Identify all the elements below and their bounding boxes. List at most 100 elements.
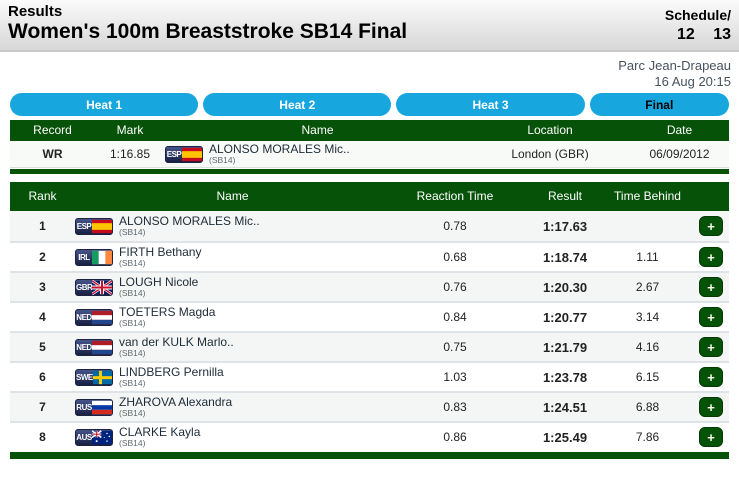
athlete-class: (SB14) bbox=[119, 258, 146, 268]
schedule-page-12[interactable]: 12 bbox=[676, 26, 695, 43]
col-header-result: Result bbox=[547, 189, 582, 203]
athlete-name: ZHAROVA Alexandra bbox=[119, 395, 233, 409]
record-table-footer-bar bbox=[10, 169, 729, 174]
time-behind-value: 7.86 bbox=[635, 430, 660, 444]
flag-icon bbox=[92, 279, 112, 295]
athlete-class: (SB14) bbox=[119, 318, 146, 328]
schedule-page-13[interactable]: 13 bbox=[713, 26, 731, 43]
expand-row-button[interactable]: + bbox=[699, 427, 723, 447]
expand-row-button[interactable]: + bbox=[699, 307, 723, 327]
results-rows: 1 ESP ALONSO MORALES Mic.. (SB14) 0.78 1… bbox=[10, 211, 729, 451]
reaction-time-value: 0.84 bbox=[443, 310, 467, 324]
result-row: 3 GBR LOUGH Nicole (SB14) 0.76 1:20.30 2… bbox=[10, 271, 729, 301]
result-value: 1:23.78 bbox=[542, 369, 588, 385]
flag-icon bbox=[92, 250, 112, 265]
record-holder-name: ALONSO MORALES Mic.. bbox=[209, 142, 350, 156]
result-row: 1 ESP ALONSO MORALES Mic.. (SB14) 0.78 1… bbox=[10, 211, 729, 241]
flag-icon bbox=[92, 310, 112, 325]
tab-heat-1[interactable]: Heat 1 bbox=[10, 93, 199, 116]
noc-badge: IRL bbox=[75, 248, 113, 266]
result-value: 1:18.74 bbox=[542, 249, 588, 265]
flag-icon bbox=[92, 340, 112, 355]
reaction-time-value: 0.78 bbox=[443, 219, 467, 233]
rank-value: 8 bbox=[39, 430, 46, 444]
result-value: 1:20.30 bbox=[542, 279, 588, 295]
col-header-name: Name bbox=[216, 189, 249, 203]
noc-badge: ESP bbox=[75, 217, 113, 235]
flag-icon bbox=[92, 370, 112, 385]
time-behind-value: 6.15 bbox=[635, 370, 660, 384]
result-row: 5 NED van der KULK Marlo.. (SB14) 0.75 1… bbox=[10, 331, 729, 361]
athlete-name: LOUGH Nicole bbox=[119, 275, 199, 289]
reaction-time-value: 0.75 bbox=[443, 340, 467, 354]
record-table: Record Mark Name Location Date WR 1:16.8… bbox=[10, 120, 729, 174]
time-behind-value: 6.88 bbox=[635, 400, 660, 414]
record-mark: 1:16.85 bbox=[109, 147, 151, 161]
schedule-label: Schedule/ bbox=[664, 7, 731, 23]
reaction-time-value: 1.03 bbox=[443, 370, 467, 384]
venue-name: Parc Jean-Drapeau bbox=[618, 58, 731, 73]
reaction-time-value: 0.86 bbox=[443, 430, 467, 444]
rank-value: 4 bbox=[39, 310, 46, 324]
expand-row-button[interactable]: + bbox=[699, 397, 723, 417]
result-value: 1:20.77 bbox=[542, 309, 588, 325]
col-header-name: Name bbox=[301, 123, 334, 137]
result-row: 8 AUS CLARKE Kayla (SB14) 0.86 1:25.49 7… bbox=[10, 421, 729, 451]
results-label: Results bbox=[8, 3, 63, 20]
noc-code: NED bbox=[76, 342, 92, 352]
results-table-header: Rank Name Reaction Time Result Time Behi… bbox=[10, 182, 729, 211]
noc-code: RUS bbox=[76, 402, 92, 412]
tab-heat-3[interactable]: Heat 3 bbox=[396, 93, 585, 116]
result-value: 1:17.63 bbox=[542, 218, 588, 234]
noc-code: ESP bbox=[76, 221, 92, 231]
heat-tabs: Heat 1 Heat 2 Heat 3 Final bbox=[10, 93, 730, 116]
record-location: London (GBR) bbox=[511, 147, 589, 161]
record-flag-icon bbox=[182, 147, 202, 162]
athlete-name: ALONSO MORALES Mic.. bbox=[119, 214, 260, 228]
expand-row-button[interactable]: + bbox=[699, 337, 723, 357]
result-row: 6 SWE LINDBERG Pernilla (SB14) 1.03 1:23… bbox=[10, 361, 729, 391]
athlete-name: FIRTH Bethany bbox=[119, 245, 202, 259]
noc-badge: RUS bbox=[75, 398, 113, 416]
result-value: 1:21.79 bbox=[542, 339, 588, 355]
expand-row-button[interactable]: + bbox=[699, 216, 723, 236]
rank-value: 2 bbox=[39, 250, 46, 264]
athlete-class: (SB14) bbox=[119, 227, 146, 237]
result-value: 1:24.51 bbox=[542, 399, 588, 415]
expand-row-button[interactable]: + bbox=[699, 247, 723, 267]
athlete-name: CLARKE Kayla bbox=[119, 425, 201, 439]
noc-code: IRL bbox=[78, 252, 90, 262]
reaction-time-value: 0.83 bbox=[443, 400, 467, 414]
expand-row-button[interactable]: + bbox=[699, 367, 723, 387]
record-type: WR bbox=[42, 147, 63, 161]
athlete-class: (SB14) bbox=[119, 408, 146, 418]
noc-badge: GBR bbox=[75, 278, 113, 296]
rank-value: 1 bbox=[39, 219, 46, 233]
result-row: 7 RUS ZHAROVA Alexandra (SB14) 0.83 1:24… bbox=[10, 391, 729, 421]
rank-value: 3 bbox=[39, 280, 46, 294]
time-behind-value: 3.14 bbox=[635, 310, 660, 324]
noc-code: SWE bbox=[76, 372, 93, 382]
col-header-mark: Mark bbox=[116, 123, 144, 137]
top-header: Results Women's 100m Breaststroke SB14 F… bbox=[0, 0, 739, 52]
noc-code: NED bbox=[76, 312, 92, 322]
tab-final[interactable]: Final bbox=[589, 93, 730, 116]
time-behind-value: 2.67 bbox=[635, 280, 660, 294]
result-row: 2 IRL FIRTH Bethany (SB14) 0.68 1:18.74 … bbox=[10, 241, 729, 271]
athlete-class: (SB14) bbox=[119, 348, 146, 358]
record-noc-badge: ESP bbox=[165, 145, 203, 163]
record-row: WR 1:16.85 ESP ALONSO MORALES Mic.. (SB1… bbox=[10, 141, 729, 168]
noc-code: ESP bbox=[166, 149, 182, 159]
rank-value: 6 bbox=[39, 370, 46, 384]
athlete-name: van der KULK Marlo.. bbox=[119, 335, 234, 349]
tab-heat-2[interactable]: Heat 2 bbox=[203, 93, 392, 116]
schedule-nav: Schedule/ 12 13 bbox=[663, 3, 731, 44]
col-header-record: Record bbox=[33, 123, 72, 137]
noc-badge: SWE bbox=[75, 368, 113, 386]
time-behind-value: 4.16 bbox=[635, 340, 660, 354]
athlete-name: LINDBERG Pernilla bbox=[119, 365, 224, 379]
result-row: 4 NED TOETERS Magda (SB14) 0.84 1:20.77 … bbox=[10, 301, 729, 331]
col-header-reaction-time: Reaction Time bbox=[416, 189, 494, 203]
expand-row-button[interactable]: + bbox=[699, 277, 723, 297]
flag-icon bbox=[92, 400, 112, 415]
